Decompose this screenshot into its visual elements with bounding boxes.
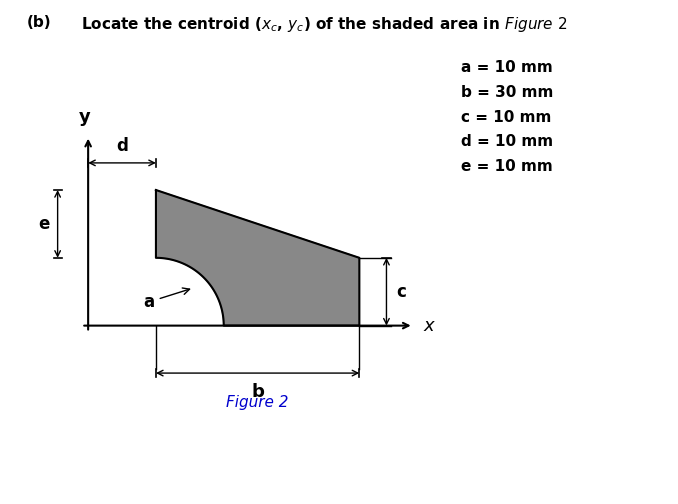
Text: Locate the centroid ($\it{x_c}$, $\it{y_c}$) of the shaded area in $\it{Figure\ : Locate the centroid ($\it{x_c}$, $\it{y_… <box>81 15 567 34</box>
Text: e: e <box>38 215 49 233</box>
Text: (b): (b) <box>27 15 52 30</box>
Text: b: b <box>252 383 264 401</box>
Polygon shape <box>156 190 359 326</box>
Text: d: d <box>116 137 128 155</box>
Text: y: y <box>79 108 91 125</box>
Text: x: x <box>424 317 435 335</box>
Text: a: a <box>144 288 190 311</box>
Text: a = 10 mm
b = 30 mm
c = 10 mm
d = 10 mm
e = 10 mm: a = 10 mm b = 30 mm c = 10 mm d = 10 mm … <box>461 60 553 174</box>
Text: c: c <box>397 283 407 301</box>
Text: Figure 2: Figure 2 <box>226 395 289 410</box>
